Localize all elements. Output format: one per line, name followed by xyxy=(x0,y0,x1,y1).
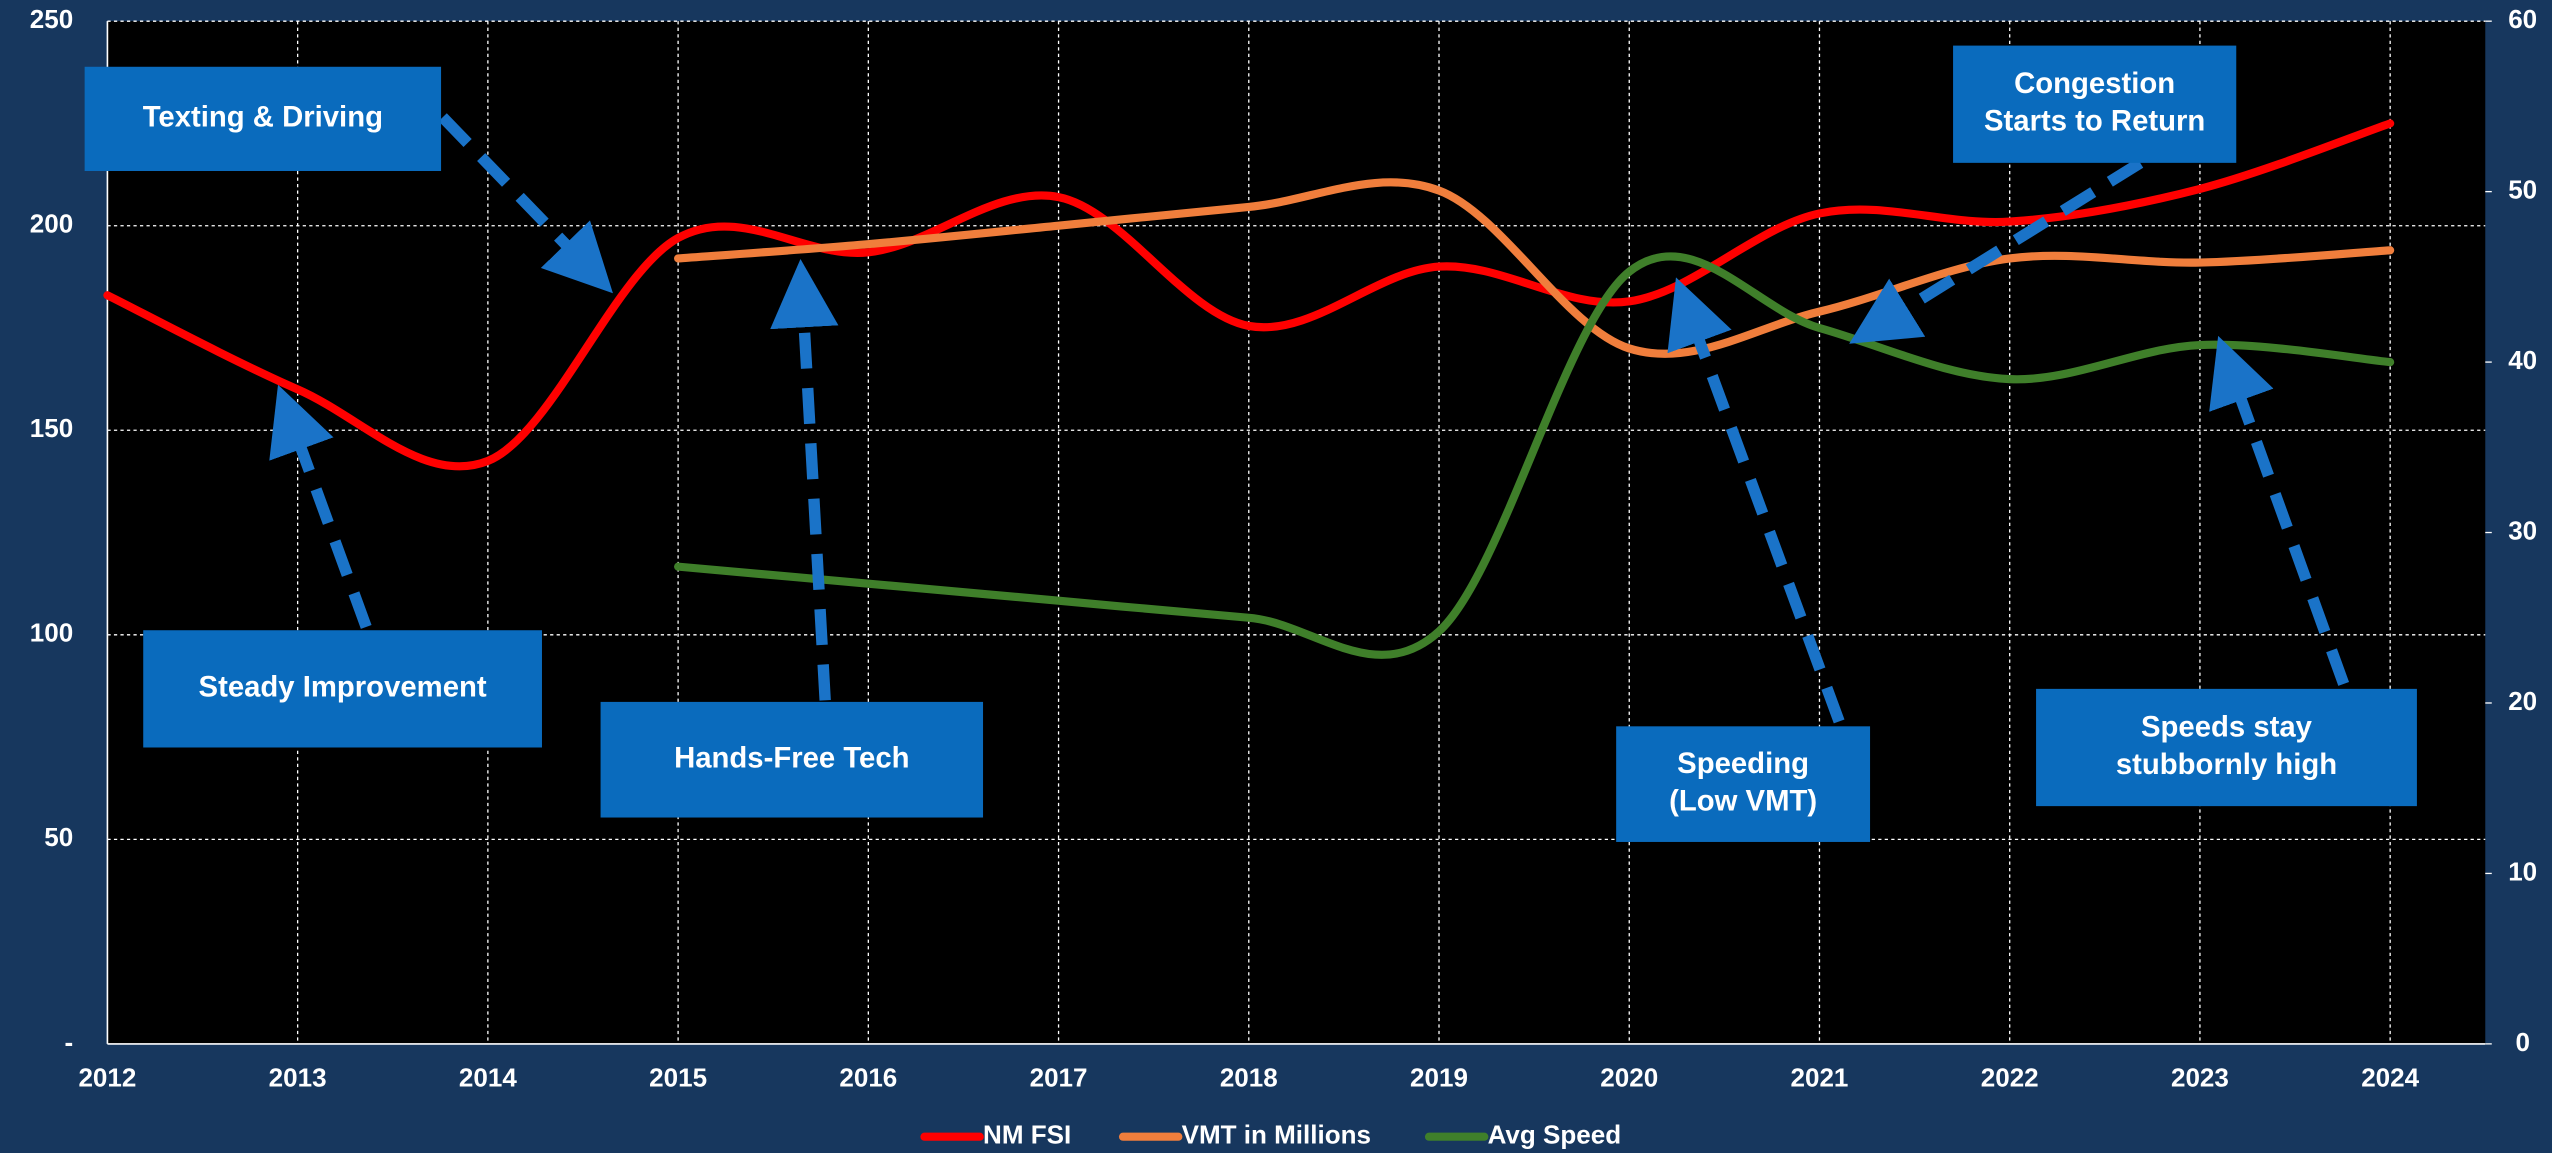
series-line xyxy=(674,178,2395,358)
x-tick-label: 2018 xyxy=(1220,1063,1278,1093)
y2-tick-label: 50 xyxy=(2508,174,2537,204)
series-line xyxy=(674,252,2395,659)
y-tick-label: 200 xyxy=(30,209,73,239)
y2-tick-label: 0 xyxy=(2515,1027,2529,1057)
x-tick-label: 2020 xyxy=(1600,1063,1658,1093)
annotation-text: Speeds stay xyxy=(2141,710,2313,743)
annotation-arrow xyxy=(770,258,839,701)
annotation-box xyxy=(600,701,984,818)
y2-tick-label: 30 xyxy=(2508,515,2537,545)
x-tick-label: 2014 xyxy=(459,1063,517,1093)
x-tick-label: 2012 xyxy=(78,1063,136,1093)
y-tick-label: 100 xyxy=(30,618,73,648)
annotation-box xyxy=(1953,45,2237,163)
annotation-text: Starts to Return xyxy=(1984,105,2205,138)
y2-tick-label: 60 xyxy=(2508,4,2537,34)
annotation-arrow xyxy=(269,384,372,629)
x-tick-label: 2017 xyxy=(1030,1063,1088,1093)
x-tick-label: 2022 xyxy=(1981,1063,2039,1093)
legend-label: Avg Speed xyxy=(1488,1120,1622,1150)
y2-tick-label: 10 xyxy=(2508,856,2537,886)
y-tick-label: - xyxy=(65,1027,74,1057)
x-tick-label: 2023 xyxy=(2171,1063,2229,1093)
annotation-text: (Low VMT) xyxy=(1669,785,1817,818)
annotation-text: Congestion xyxy=(2014,67,2175,100)
annotation-box xyxy=(2036,688,2417,807)
annotation-text: Texting & Driving xyxy=(143,101,383,134)
y2-tick-label: 40 xyxy=(2508,345,2537,375)
annotation-box xyxy=(143,630,542,748)
annotation-text: Speeding xyxy=(1677,747,1809,780)
annotation-text: stubbornly high xyxy=(2116,748,2337,781)
x-tick-label: 2015 xyxy=(649,1063,707,1093)
annotation-box xyxy=(84,66,442,171)
annotation-arrow xyxy=(2209,335,2350,686)
annotation-arrow xyxy=(438,113,613,294)
y2-tick-label: 20 xyxy=(2508,686,2537,716)
x-tick-label: 2024 xyxy=(2361,1063,2419,1093)
y-tick-label: 150 xyxy=(30,413,73,443)
annotation-text: Steady Improvement xyxy=(199,671,487,704)
y-tick-label: 50 xyxy=(44,822,73,852)
x-tick-label: 2019 xyxy=(1410,1063,1468,1093)
x-tick-label: 2013 xyxy=(269,1063,327,1093)
annotation-box xyxy=(1616,726,1871,842)
annotation-text: Hands-Free Tech xyxy=(674,741,909,774)
x-tick-label: 2016 xyxy=(839,1063,897,1093)
annotation-arrow xyxy=(1849,158,2144,344)
annotation-arrow xyxy=(1667,277,1845,724)
legend-label: NM FSI xyxy=(983,1120,1071,1150)
series-line xyxy=(103,119,2395,471)
y-tick-label: 250 xyxy=(30,4,73,34)
x-tick-label: 2021 xyxy=(1791,1063,1849,1093)
legend-label: VMT in Millions xyxy=(1182,1120,1371,1150)
